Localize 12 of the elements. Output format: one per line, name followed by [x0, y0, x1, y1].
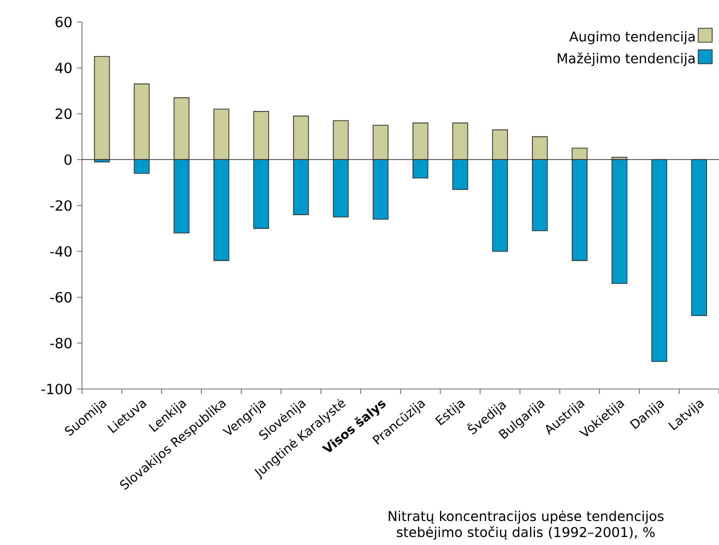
y-tick-label: 60	[56, 16, 72, 28]
y-tick-label: 0	[64, 154, 72, 165]
y-tick-label: -20	[50, 200, 72, 211]
y-tick-label: -100	[41, 384, 72, 394]
y-tick-label: -60	[50, 292, 72, 303]
y-tick-label: -80	[50, 338, 72, 348]
y-tick-label: 40	[55, 62, 72, 74]
y-tick-label: -40	[50, 246, 72, 257]
legend-label: Augimo tendencija	[569, 31, 695, 44]
legend-label: Mažėjimo tendencija	[558, 52, 695, 66]
text: Nitratų koncentracijos upėse tendencijos stebėjimo stočių dalis (1992–2001), %	[388, 510, 664, 540]
y-tick-label: 20	[56, 108, 72, 120]
